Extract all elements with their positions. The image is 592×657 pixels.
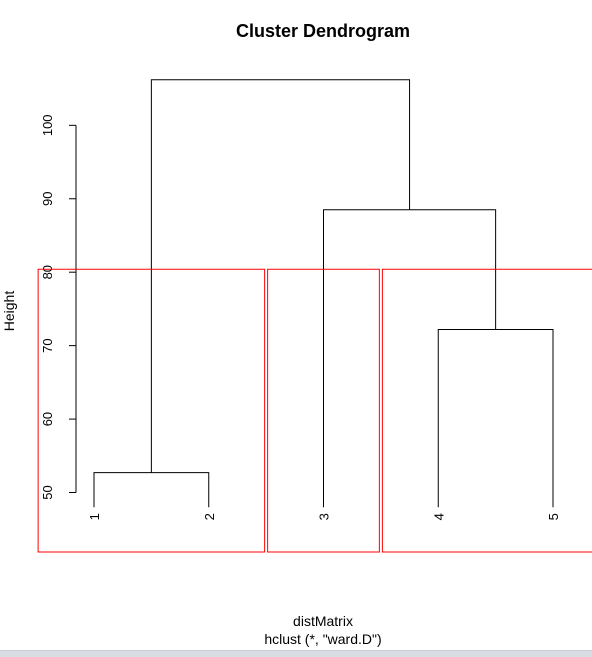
merge-branch [150,79,411,473]
leaf-label: 5 [546,513,561,520]
merge-branch [93,472,210,508]
x-axis-label: distMatrix [293,613,353,629]
window-bottom-edge [0,650,592,657]
y-tick-label: 70 [40,338,55,352]
x-axis-sublabel: hclust (*, "ward.D") [264,631,381,647]
y-tick-label: 50 [40,485,55,499]
leaf-labels: 1 2 3 4 5 [87,513,561,520]
cluster-cut-boxes [37,268,592,553]
cluster-cut-box [381,268,592,553]
dendrogram-branches [93,79,554,508]
leaf-label: 4 [431,513,446,520]
y-axis: 50 60 70 80 90 100 [40,114,77,500]
y-tick-label: 90 [40,192,55,206]
y-tick-label: 100 [40,114,55,136]
cluster-cut-box [37,268,266,553]
leaf-label: 2 [202,513,217,520]
merge-branch [437,328,554,508]
chart-title: Cluster Dendrogram [236,21,410,41]
cluster-cut-box [267,268,380,553]
merge-branch [323,209,497,508]
leaf-label: 3 [317,513,332,520]
y-tick-label: 60 [40,412,55,426]
y-tick-label: 80 [40,265,55,279]
leaf-label: 1 [87,513,102,520]
y-axis-label: Height [1,291,17,332]
